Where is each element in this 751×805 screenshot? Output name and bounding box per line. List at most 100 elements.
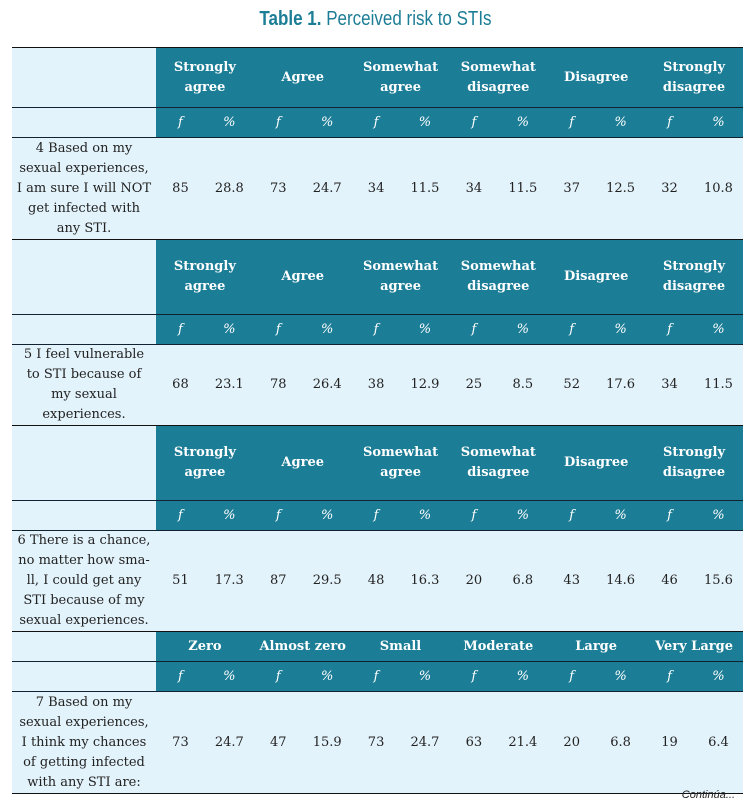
question-cell: 6 There is a chance, no matter how sma-l… bbox=[12, 530, 156, 632]
subheader-row: f% f% f% f% f% f% bbox=[12, 107, 743, 138]
percent-header: % bbox=[204, 500, 254, 531]
column-header: Disagree bbox=[547, 425, 646, 501]
column-header: Strongly agree bbox=[156, 425, 254, 501]
percent-cell: 24.7 bbox=[400, 691, 450, 794]
percent-cell: 23.1 bbox=[204, 344, 254, 426]
percent-header: % bbox=[302, 661, 352, 692]
freq-header: f bbox=[253, 661, 303, 692]
column-header: Zero bbox=[156, 631, 254, 662]
column-header: Large bbox=[547, 631, 646, 662]
column-header: Small bbox=[351, 631, 450, 662]
freq-cell: 20 bbox=[547, 691, 597, 794]
table-row: 4 Based on my sexual experiences, I am s… bbox=[12, 137, 743, 240]
table-row: 5 I feel vulnerable to STI because of my… bbox=[12, 344, 743, 426]
perceived-risk-table: Strongly agree Agree Somewhat agree Somewha… bbox=[12, 47, 743, 794]
percent-header: % bbox=[400, 661, 450, 692]
freq-header: f bbox=[645, 500, 694, 531]
freq-cell: 68 bbox=[156, 344, 205, 426]
percent-cell: 21.4 bbox=[498, 691, 548, 794]
percent-header: % bbox=[498, 107, 548, 138]
percent-cell: 14.6 bbox=[596, 530, 646, 632]
percent-header: % bbox=[400, 107, 450, 138]
percent-cell: 26.4 bbox=[302, 344, 352, 426]
percent-header: % bbox=[596, 500, 646, 531]
freq-header: f bbox=[449, 500, 499, 531]
freq-cell: 73 bbox=[156, 691, 205, 794]
freq-cell: 38 bbox=[351, 344, 401, 426]
blank-cell bbox=[12, 425, 156, 501]
question-cell: 4 Based on my sexual experiences, I am s… bbox=[12, 137, 156, 240]
blank-cell bbox=[12, 631, 156, 662]
percent-cell: 12.5 bbox=[596, 137, 646, 240]
freq-cell: 34 bbox=[449, 137, 499, 240]
percent-header: % bbox=[498, 661, 548, 692]
freq-header: f bbox=[449, 661, 499, 692]
column-header: Strongly disagree bbox=[645, 47, 743, 108]
freq-header: f bbox=[547, 107, 597, 138]
header-row: Strongly agree Agree Somewhat agree Somewha… bbox=[12, 239, 743, 315]
column-header: Moderate bbox=[449, 631, 548, 662]
freq-header: f bbox=[253, 314, 303, 345]
percent-header: % bbox=[693, 314, 743, 345]
percent-header: % bbox=[596, 314, 646, 345]
percent-cell: 15.9 bbox=[302, 691, 352, 794]
freq-cell: 87 bbox=[253, 530, 303, 632]
freq-cell: 34 bbox=[351, 137, 401, 240]
blank-cell bbox=[12, 500, 156, 531]
freq-cell: 25 bbox=[449, 344, 499, 426]
blank-cell bbox=[12, 661, 156, 692]
freq-cell: 37 bbox=[547, 137, 597, 240]
percent-cell: 24.7 bbox=[302, 137, 352, 240]
header-row: Strongly agree Agree Somewhat agree Somewha… bbox=[12, 47, 743, 108]
percent-header: % bbox=[498, 500, 548, 531]
freq-header: f bbox=[253, 500, 303, 531]
freq-header: f bbox=[645, 107, 694, 138]
column-header: Strongly agree bbox=[156, 47, 254, 108]
freq-cell: 19 bbox=[645, 691, 694, 794]
column-header: Somewhat agree bbox=[351, 47, 450, 108]
blank-cell bbox=[12, 314, 156, 345]
freq-header: f bbox=[156, 107, 205, 138]
freq-cell: 63 bbox=[449, 691, 499, 794]
freq-header: f bbox=[645, 661, 694, 692]
freq-header: f bbox=[351, 107, 401, 138]
table-title: Table 1. Perceived risk to STIs bbox=[56, 8, 694, 31]
percent-cell: 6.4 bbox=[693, 691, 743, 794]
blank-cell bbox=[12, 239, 156, 315]
freq-header: f bbox=[351, 661, 401, 692]
freq-header: f bbox=[645, 314, 694, 345]
percent-cell: 11.5 bbox=[693, 344, 743, 426]
percent-header: % bbox=[302, 107, 352, 138]
freq-header: f bbox=[156, 314, 205, 345]
percent-header: % bbox=[302, 500, 352, 531]
percent-cell: 11.5 bbox=[400, 137, 450, 240]
question-cell: 7 Based on my sexual experiences, I thin… bbox=[12, 691, 156, 794]
freq-cell: 78 bbox=[253, 344, 303, 426]
percent-cell: 16.3 bbox=[400, 530, 450, 632]
percent-header: % bbox=[596, 661, 646, 692]
percent-header: % bbox=[204, 107, 254, 138]
column-header: Agree bbox=[253, 425, 352, 501]
freq-cell: 85 bbox=[156, 137, 205, 240]
table-row: 6 There is a chance, no matter how sma-l… bbox=[12, 530, 743, 632]
freq-cell: 32 bbox=[645, 137, 694, 240]
column-header: Strongly agree bbox=[156, 239, 254, 315]
percent-cell: 24.7 bbox=[204, 691, 254, 794]
freq-cell: 20 bbox=[449, 530, 499, 632]
column-header: Somewhat disagree bbox=[449, 47, 548, 108]
percent-cell: 17.3 bbox=[204, 530, 254, 632]
percent-cell: 10.8 bbox=[693, 137, 743, 240]
freq-cell: 46 bbox=[645, 530, 694, 632]
table-number: Table 1. bbox=[259, 8, 322, 30]
freq-header: f bbox=[547, 314, 597, 345]
subheader-row: f% f% f% f% f% f% bbox=[12, 661, 743, 692]
freq-header: f bbox=[449, 314, 499, 345]
freq-cell: 51 bbox=[156, 530, 205, 632]
freq-header: f bbox=[156, 661, 205, 692]
percent-header: % bbox=[400, 314, 450, 345]
percent-cell: 8.5 bbox=[498, 344, 548, 426]
percent-header: % bbox=[204, 661, 254, 692]
freq-cell: 43 bbox=[547, 530, 597, 632]
column-header: Agree bbox=[253, 47, 352, 108]
subheader-row: f% f% f% f% f% f% bbox=[12, 500, 743, 531]
